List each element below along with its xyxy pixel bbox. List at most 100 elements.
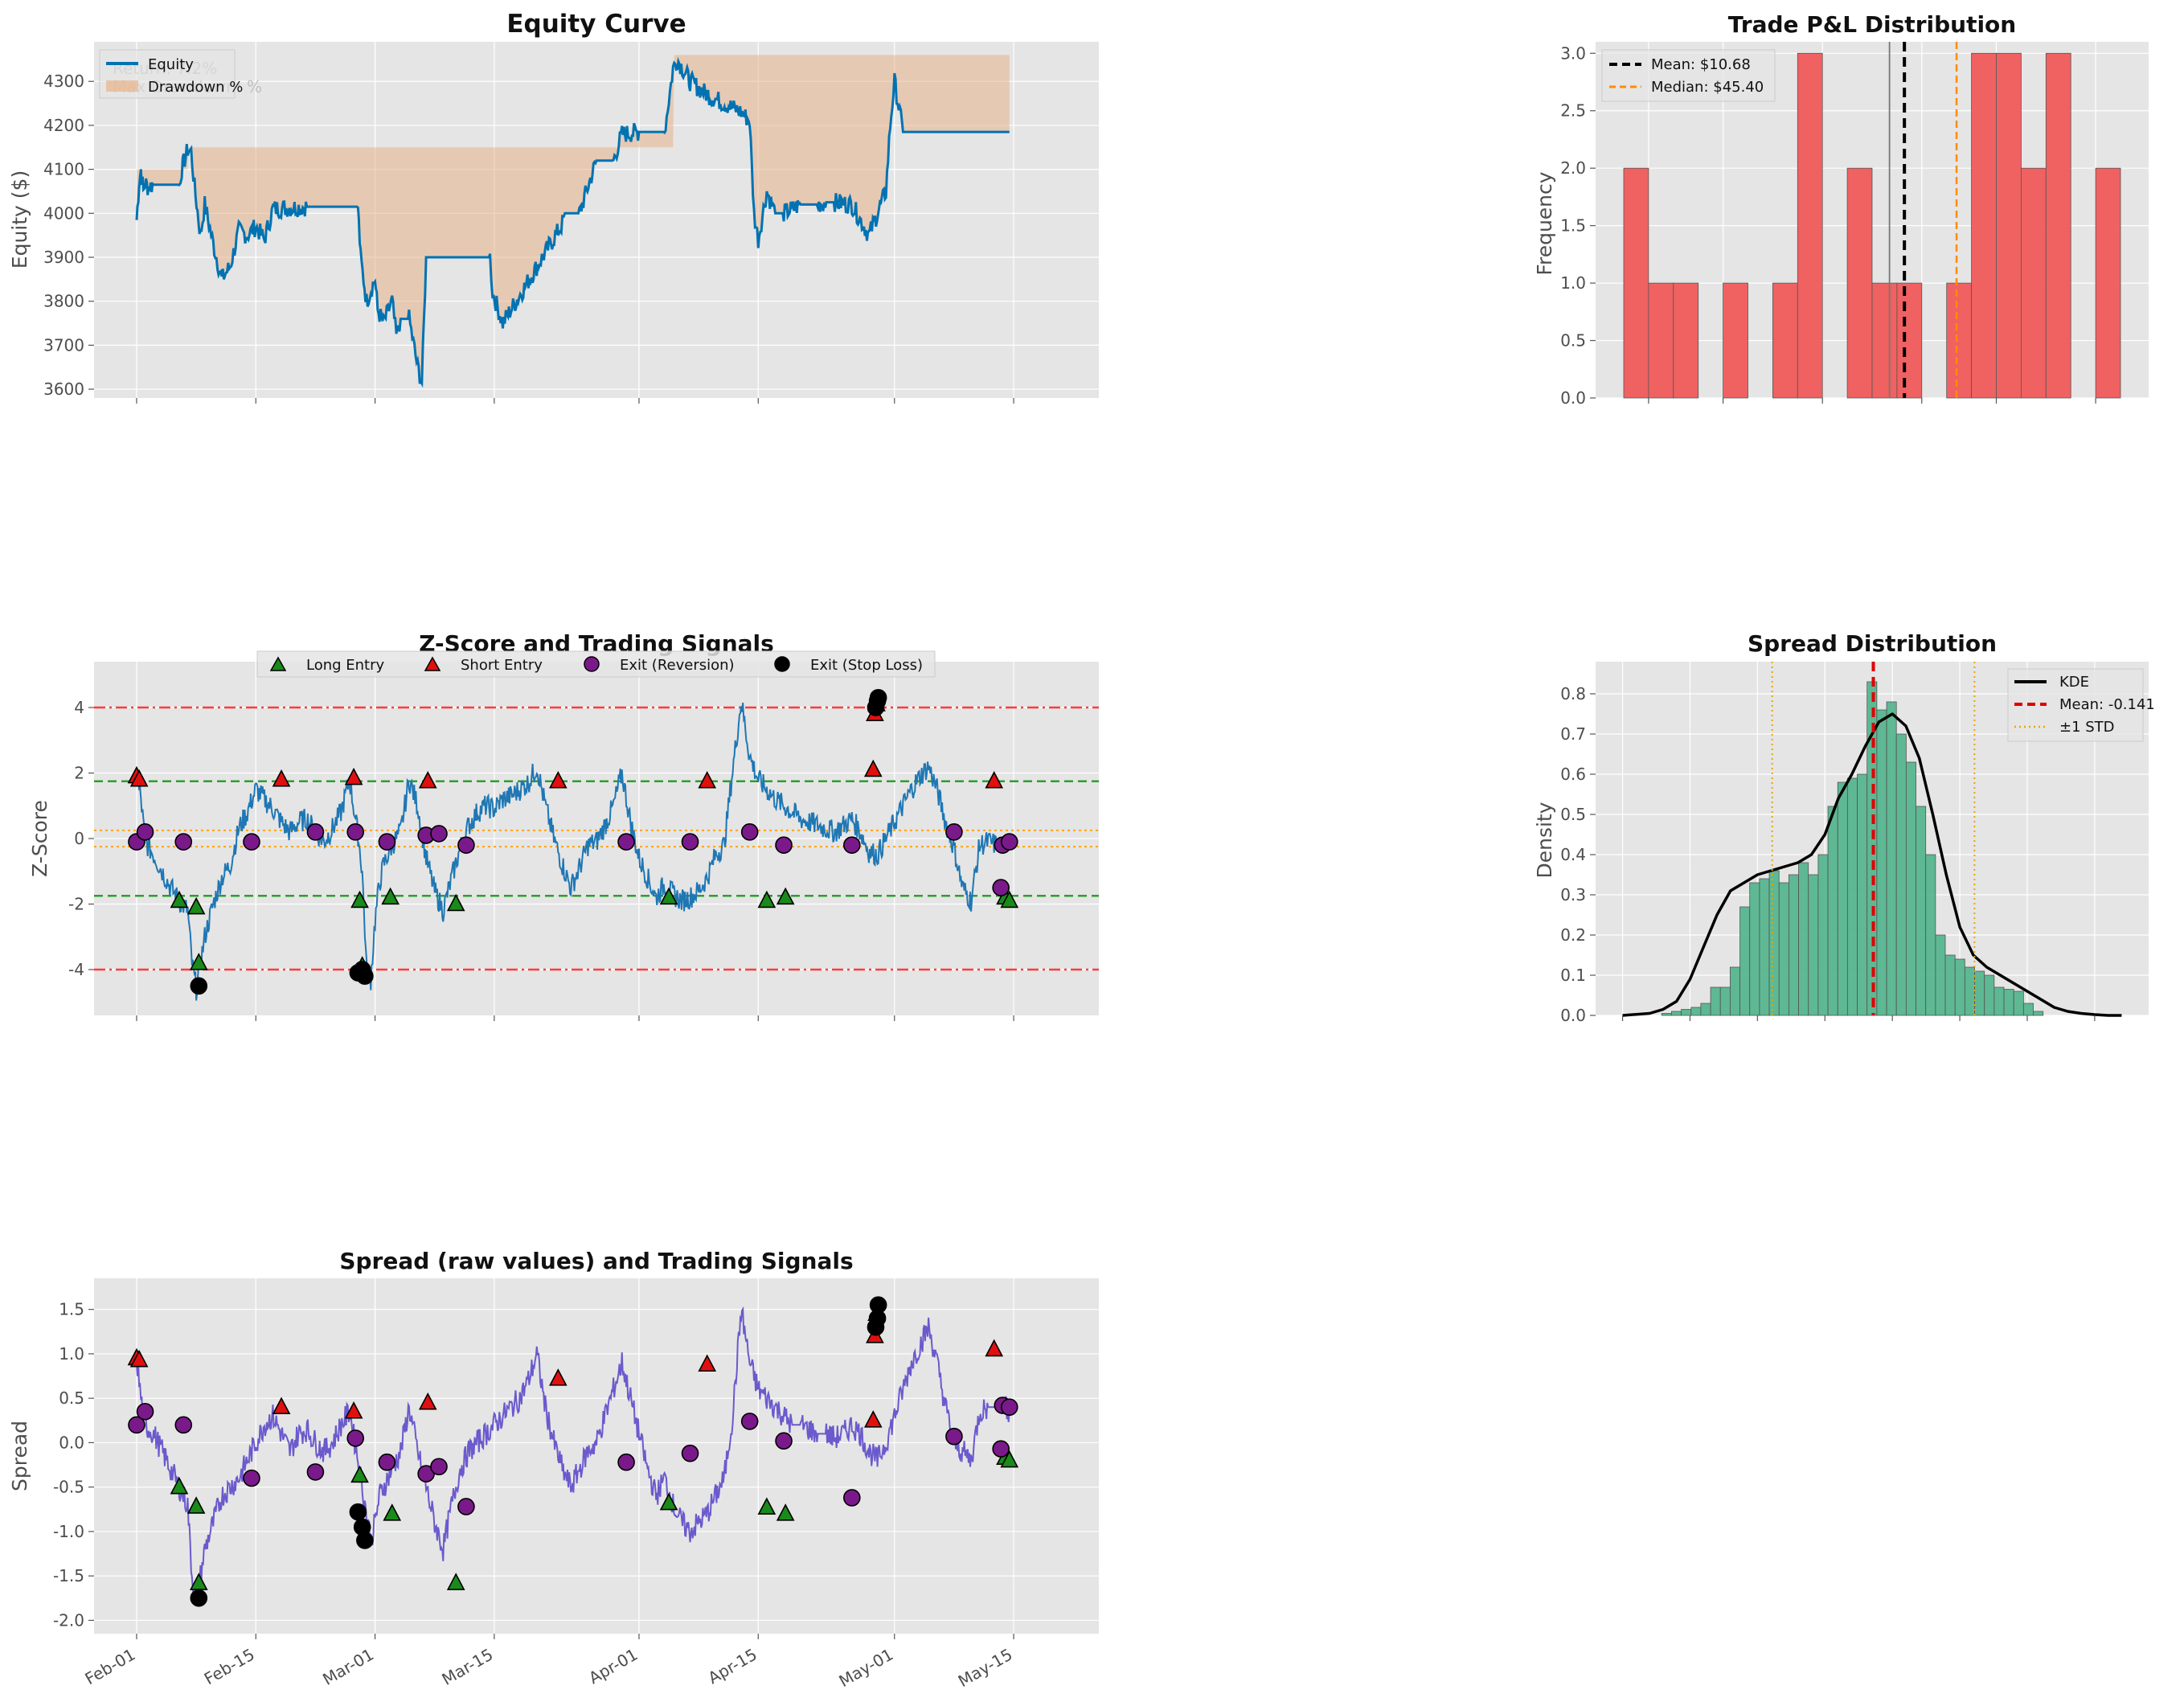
equity-panel: 3600 3700 3800 3900 4000 4100 4200 4300 Equity … [8,10,1099,404]
zscore-y-ticks: -4 -2 0 2 4 [68,698,94,979]
y-tick-label: -4 [68,960,84,979]
spread-hist-bar [1905,761,1916,1016]
y-tick-label: 1.5 [1560,216,1586,236]
spread-hist-bar [2022,1003,2034,1016]
pnl-bar [2020,167,2047,399]
spread-hist-bar [1817,854,1829,1016]
spread-hist-bar [2033,1011,2044,1016]
zscore-legend-short-label: Short Entry [461,657,543,674]
y-tick-label: 0.5 [59,1388,84,1408]
zscore-legend-reversion-swatch [584,656,600,672]
spread-hist-bar [1916,806,1927,1016]
spread-hist-bar [1837,781,1848,1016]
spread-dist-legend-mean-label: Mean: -0.141 [2059,696,2155,713]
spread-hist-bar [1808,874,1819,1016]
spread-hist-bar [1749,882,1760,1016]
zscore-legend: Long Entry Short Entry Exit (Reversion) … [256,650,936,678]
short-entry-marker [418,770,437,789]
pnl-bars [1623,52,2121,399]
equity-legend-label-drawdown: Drawdown % [148,79,243,96]
y-tick-label: 0.5 [1560,331,1586,351]
pnl-bar [1871,282,1898,399]
exit-reversion-marker [243,833,260,851]
short-entry-marker [863,1410,883,1428]
long-entry-marker [446,893,465,912]
exit-reversion-marker [1000,1398,1018,1417]
y-tick-label: 0.8 [1560,684,1586,703]
exit-reversion-marker [457,1498,475,1515]
short-entry-marker [698,1354,717,1372]
pnl-title: Trade P&L Distribution [1728,11,2016,38]
exit-reversion-marker [842,1489,861,1507]
zscore-legend-reversion-label: Exit (Reversion) [620,657,735,674]
spread-hist-bar [1798,862,1809,1016]
exit-stoploss-marker [869,689,887,707]
spread-ylabel: Spread [8,1421,31,1491]
y-tick-label: -1.0 [53,1522,84,1541]
exit-reversion-marker [306,823,325,841]
pnl-legend-box [1601,49,1776,102]
y-tick-label: -1.5 [53,1566,84,1585]
spread-plot-area [94,1278,1099,1634]
exit-reversion-marker [306,1463,325,1481]
exit-reversion-marker [174,1416,193,1434]
equity-legend-label-equity: Equity [148,56,194,73]
spread-line [136,1306,1010,1600]
short-entry-marker [985,770,1004,789]
spread-hist-bar [1993,986,2005,1016]
long-entry-marker [757,1497,776,1515]
exit-reversion-marker [430,1458,448,1476]
long-entry-marker [659,887,678,905]
x-tick-label: May-01 [835,1645,896,1692]
long-entry-marker [350,1465,369,1483]
exit-stoploss-marker [356,1532,374,1549]
spread-line-layer [136,1306,1010,1600]
exit-reversion-marker [346,823,365,841]
spread-hist-bar [1778,882,1789,1016]
long-entry-marker [776,887,795,905]
pnl-y-ticks: 0.0 0.5 1.0 1.5 2.0 2.5 3.0 [1560,43,1596,408]
spread-hist-bar [1681,1009,1692,1016]
zscore-legend-long-swatch [269,656,287,671]
y-tick-label: 1.0 [1560,273,1586,293]
spread-hist-bar [1895,733,1907,1016]
long-entry-marker [170,890,189,908]
exit-reversion-marker [775,836,793,854]
spread-hist-bar [1886,701,1897,1016]
spread-hist-bar [1768,870,1780,1016]
exit-reversion-marker [378,833,396,851]
pnl-bar [2045,52,2071,399]
x-tick-label: Mar-01 [319,1645,377,1689]
short-entry-marker [985,1339,1004,1357]
spread-hist-bar [1739,906,1751,1016]
equity-x-ticks [136,398,1014,404]
spread-hist-bar [1788,874,1799,1016]
long-entry-marker [350,890,369,908]
y-tick-label: 0.4 [1560,845,1586,864]
spread-hist-bar [2003,989,2014,1016]
pnl-panel: 0.0 0.5 1.0 1.5 2.0 2.5 3.0 Trade P&L Distribu… [1533,11,2149,408]
spread-hist-bar [1954,958,1965,1016]
spread-dist-lines [1622,662,2122,1017]
exit-reversion-marker [136,1402,154,1421]
y-tick-label: 3700 [43,335,84,355]
y-tick-label: 3800 [43,292,84,311]
y-tick-label: 0.0 [1560,1006,1586,1025]
spread-hist-bar [1846,777,1858,1016]
long-entry-marker [170,1476,189,1495]
zscore-line-layer [136,703,1010,1001]
spread-dist-title: Spread Distribution [1748,630,1997,657]
y-tick-label: 2 [74,764,84,783]
exit-reversion-marker [992,879,1010,896]
spread-hist-bar [1876,709,1887,1016]
y-tick-label: 0.0 [59,1433,84,1452]
exit-reversion-marker [457,836,475,854]
spread-title: Spread (raw values) and Trading Signals [339,1248,853,1274]
short-entry-marker [344,767,363,785]
y-tick-label: 3.0 [1560,43,1586,63]
spread-x-ticks: Feb-01 Feb-15 Mar-01 Mar-15 Apr-01 Apr-15 May-… [82,1634,1016,1691]
pnl-legend-median-label: Median: $45.40 [1651,79,1764,96]
y-tick-label: 0.1 [1560,966,1586,985]
x-tick-label: Apr-01 [585,1645,641,1688]
